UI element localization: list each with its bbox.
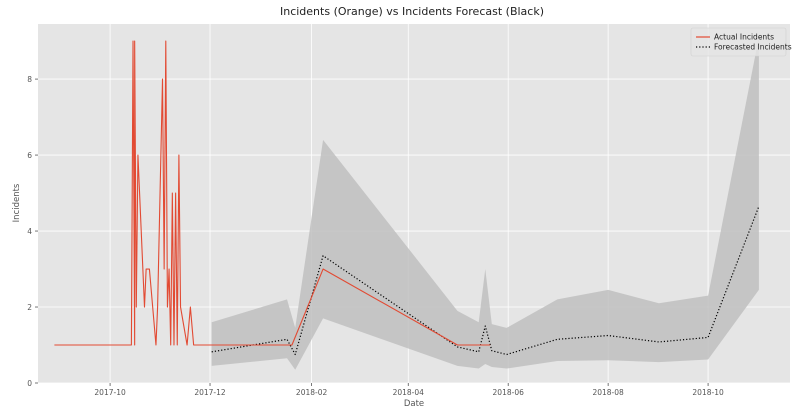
y-tick-label: 2	[27, 303, 32, 312]
x-axis-label: Date	[404, 399, 424, 409]
x-tick-label: 2017-10	[94, 388, 126, 397]
y-tick-label: 6	[27, 151, 32, 160]
legend-box	[690, 27, 787, 57]
actual-line	[54, 40, 491, 346]
chart-title: Incidents (Orange) vs Incidents Forecast…	[280, 5, 544, 18]
y-axis-ticks: 0 2 4 6 8	[27, 75, 38, 388]
x-tick-label: 2018-06	[493, 388, 525, 397]
y-tick-label: 4	[27, 227, 32, 236]
forecast-line	[211, 206, 760, 356]
x-tick-label: 2018-08	[592, 388, 624, 397]
legend-forecast-label: Forecasted Incidents	[714, 43, 792, 52]
x-axis-ticks: 2017-10 2017-12 2018-02 2018-04 2018-06 2018-…	[94, 383, 724, 397]
y-tick-label: 0	[27, 379, 32, 388]
y-tick-label: 8	[27, 75, 32, 84]
series-layer	[54, 40, 760, 356]
x-tick-label: 2018-10	[692, 388, 724, 397]
confidence-band	[211, 37, 759, 370]
y-axis-label: Incidents	[12, 183, 22, 222]
legend-actual-label: Actual Incidents	[714, 33, 774, 42]
x-tick-label: 2017-12	[194, 388, 226, 397]
x-tick-label: 2018-04	[393, 388, 425, 397]
x-tick-label: 2018-02	[296, 388, 328, 397]
